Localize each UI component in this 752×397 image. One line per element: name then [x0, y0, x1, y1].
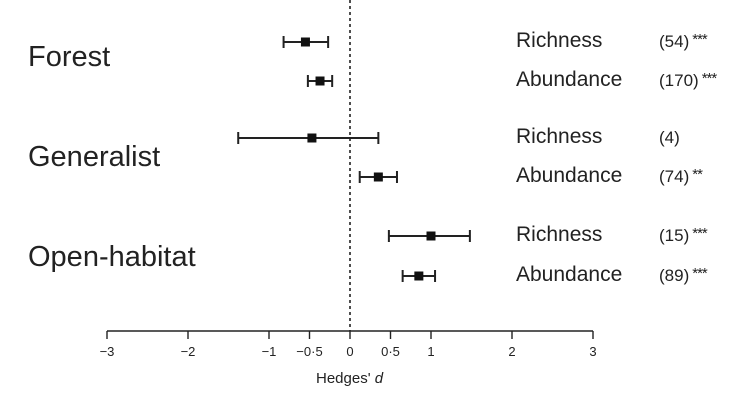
count-label: (4) — [659, 128, 680, 147]
group-label-generalist: Generalist — [28, 141, 161, 173]
x-tick-label: −3 — [100, 344, 115, 359]
point-estimate — [300, 37, 310, 47]
metric-label: Richness — [516, 29, 603, 52]
x-tick-label: 3 — [589, 344, 596, 359]
x-tick-label: 0·5 — [381, 344, 400, 359]
x-tick-label: −0·5 — [296, 344, 322, 359]
point-estimate — [426, 231, 436, 241]
group-label-open-habitat: Open-habitat — [28, 241, 196, 273]
x-tick-label: 2 — [508, 344, 515, 359]
metric-label: Richness — [516, 125, 603, 148]
count-label: (74) ** — [659, 166, 703, 186]
point-estimate — [414, 271, 424, 281]
metric-label: Abundance — [516, 263, 623, 286]
x-tick-label: −2 — [181, 344, 196, 359]
metric-label: Abundance — [516, 164, 623, 187]
count-label: (15) *** — [659, 225, 708, 245]
significance-stars: ** — [692, 166, 703, 183]
x-tick-label: 1 — [427, 344, 434, 359]
significance-stars: *** — [692, 31, 707, 48]
count-label: (170) *** — [659, 70, 717, 90]
group-label-forest: Forest — [28, 41, 111, 73]
significance-stars: *** — [692, 265, 707, 282]
x-axis-title-text: Hedges' d — [316, 370, 384, 387]
x-tick-label: 0 — [346, 344, 353, 359]
point-estimate — [307, 133, 317, 143]
point-estimate — [315, 76, 325, 86]
significance-stars: *** — [692, 225, 707, 242]
metric-label: Abundance — [516, 68, 623, 91]
metric-label: Richness — [516, 223, 603, 246]
significance-stars: *** — [701, 70, 717, 87]
count-label: (54) *** — [659, 31, 708, 51]
x-axis-title: Hedges' d — [316, 370, 383, 387]
x-axis-title-symbol: d — [374, 370, 384, 387]
count-label: (89) *** — [659, 265, 708, 285]
point-estimate — [373, 172, 383, 182]
x-tick-label: −1 — [262, 344, 277, 359]
